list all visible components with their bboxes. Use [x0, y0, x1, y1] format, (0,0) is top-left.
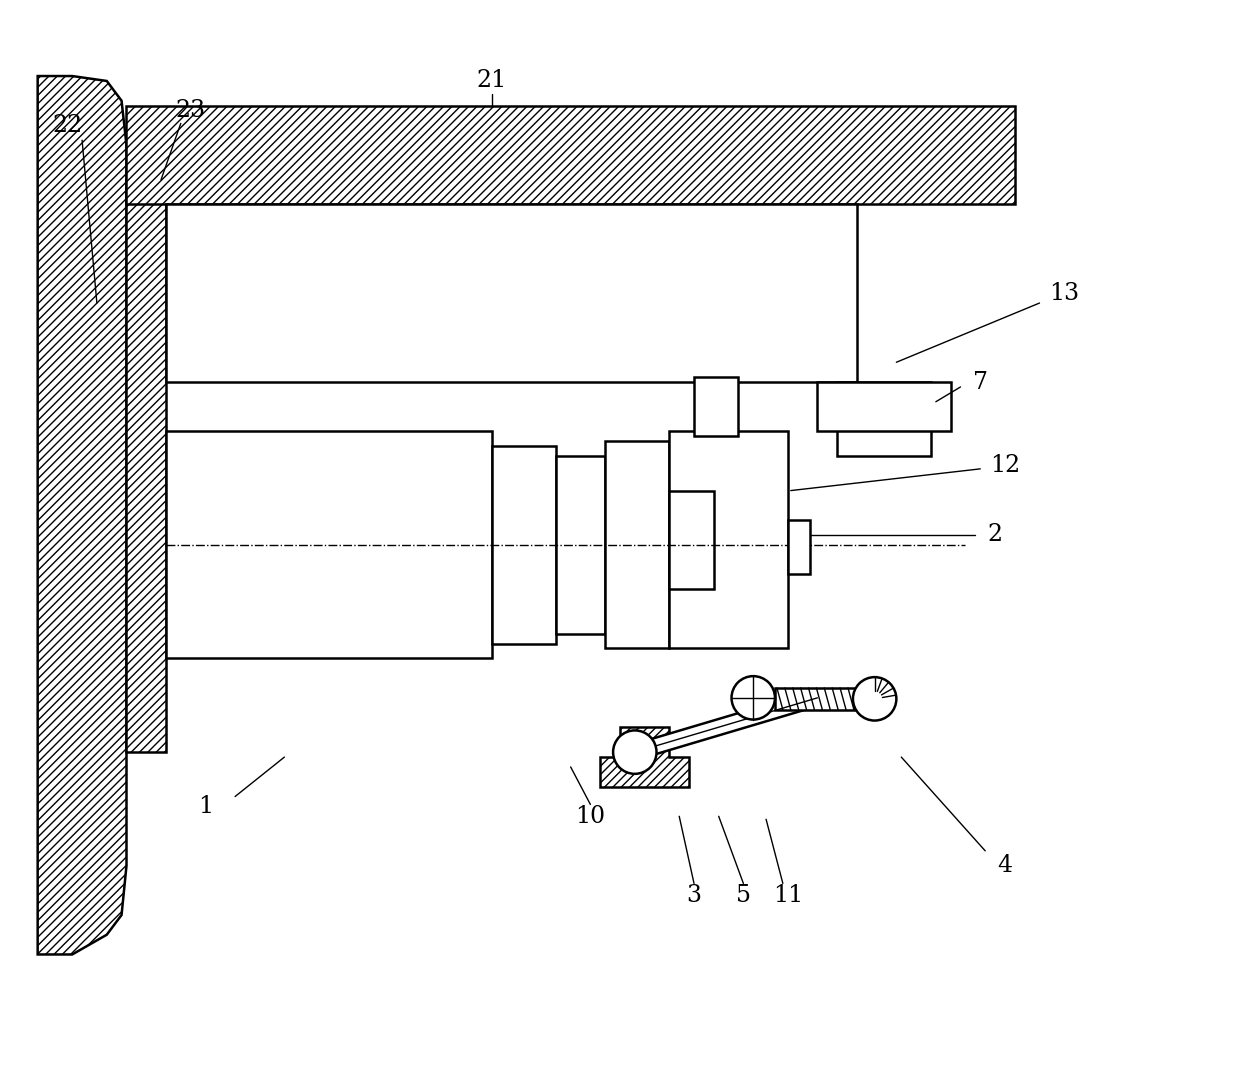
Text: 7: 7: [972, 371, 988, 393]
Text: 2: 2: [987, 524, 1003, 546]
Text: 12: 12: [990, 454, 1021, 478]
Polygon shape: [600, 728, 689, 787]
Bar: [837, 382, 931, 456]
Text: 23: 23: [176, 99, 206, 122]
Text: 10: 10: [575, 805, 605, 827]
Text: 3: 3: [687, 884, 702, 907]
Polygon shape: [37, 76, 126, 955]
Text: 4: 4: [997, 854, 1013, 878]
Text: 5: 5: [735, 884, 751, 907]
Circle shape: [732, 676, 775, 719]
Text: 1: 1: [198, 795, 213, 818]
Bar: [670, 432, 787, 649]
Bar: [126, 106, 1014, 204]
Bar: [556, 456, 605, 634]
Bar: [492, 446, 556, 644]
Circle shape: [613, 730, 656, 774]
Bar: [775, 688, 859, 710]
Bar: [817, 382, 951, 432]
Bar: [787, 521, 810, 574]
Bar: [166, 432, 492, 659]
Polygon shape: [632, 691, 820, 760]
Text: 13: 13: [1049, 281, 1079, 305]
Text: 21: 21: [476, 69, 507, 93]
Bar: [166, 204, 857, 382]
Bar: [126, 180, 166, 753]
Bar: [605, 441, 670, 649]
Bar: [694, 377, 739, 436]
Text: 22: 22: [52, 114, 82, 137]
Text: 11: 11: [773, 884, 804, 907]
Bar: [670, 491, 714, 589]
Circle shape: [853, 677, 897, 721]
